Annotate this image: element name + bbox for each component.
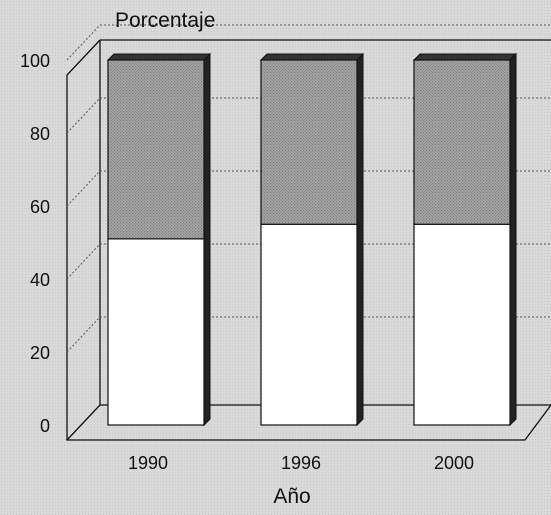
bar-segment bbox=[413, 223, 511, 426]
bar-side-face bbox=[509, 52, 517, 427]
x-axis-ticks: 1990 1996 2000 bbox=[128, 453, 474, 473]
y-tick-label: 20 bbox=[30, 343, 50, 363]
gridline-side bbox=[66, 243, 101, 280]
y-tick-label: 40 bbox=[30, 270, 50, 290]
bar-segment bbox=[107, 238, 205, 426]
x-tick-label: 1996 bbox=[281, 453, 321, 473]
bar-segment bbox=[413, 59, 511, 225]
bar-top-face bbox=[412, 53, 518, 61]
chart-frame bbox=[66, 39, 551, 441]
left-wall-edge bbox=[66, 39, 101, 425]
y-tick-label: 0 bbox=[40, 416, 50, 436]
y-axis-label: Porcentaje bbox=[115, 9, 215, 32]
bar-segment bbox=[260, 59, 358, 225]
bar-top-face bbox=[106, 53, 212, 61]
floor-left-edge bbox=[66, 404, 101, 441]
x-tick-label: 2000 bbox=[434, 453, 474, 473]
gridline-side bbox=[66, 170, 101, 207]
x-tick-label: 1990 bbox=[128, 453, 168, 473]
y-tick-label: 100 bbox=[20, 51, 50, 71]
bar-side-face bbox=[356, 52, 364, 427]
bar-segment bbox=[107, 59, 205, 240]
bar-top-face bbox=[259, 53, 365, 61]
x-axis-label: Año bbox=[273, 485, 310, 508]
y-tick-label: 80 bbox=[30, 124, 50, 144]
bar-side-face bbox=[203, 52, 211, 427]
gridline-side bbox=[66, 24, 101, 61]
bars bbox=[106, 52, 518, 427]
gridline-side bbox=[66, 97, 101, 134]
gridline-side bbox=[66, 316, 101, 353]
y-tick-label: 60 bbox=[30, 197, 50, 217]
y-axis-ticks: 0 20 40 60 80 100 bbox=[20, 51, 50, 436]
bar-segment bbox=[260, 223, 358, 426]
floor-front-edge bbox=[66, 404, 551, 441]
